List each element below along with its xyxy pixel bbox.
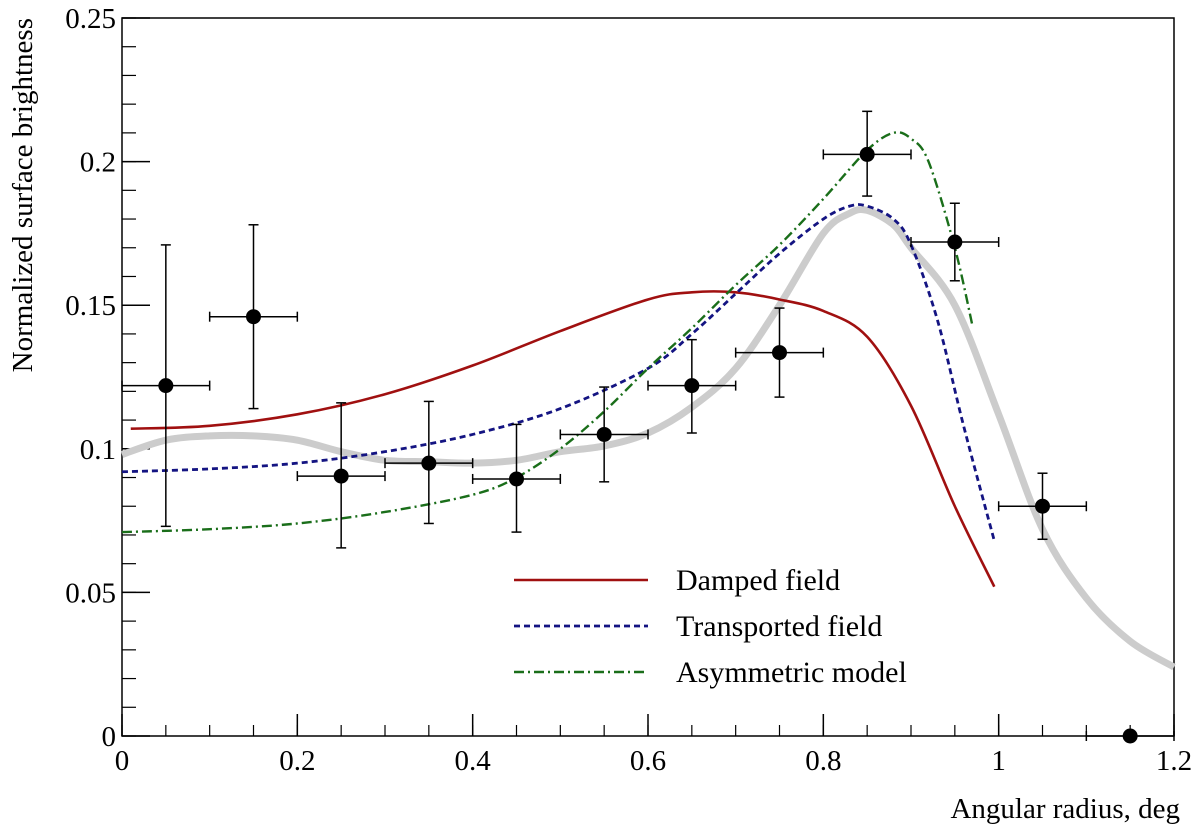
series-line-reference-profile bbox=[120, 205, 1176, 671]
data-point bbox=[997, 472, 1088, 541]
y-tick-label: 0.05 bbox=[65, 577, 116, 609]
x-tick-label: 0.2 bbox=[279, 745, 315, 777]
x-tick-label: 0.6 bbox=[630, 745, 666, 777]
data-point bbox=[822, 110, 912, 197]
plot-frame bbox=[121, 17, 1175, 737]
y-tick-label: 0 bbox=[102, 721, 117, 753]
series-line-asymmetric-model bbox=[121, 131, 974, 534]
data-marker bbox=[684, 378, 700, 394]
x-tick-label: 0.8 bbox=[805, 745, 841, 777]
series-line-damped-field bbox=[130, 290, 996, 588]
data-point bbox=[559, 386, 649, 483]
legend-label-transported-field: Transported field bbox=[676, 610, 882, 643]
data-marker bbox=[333, 468, 349, 484]
x-tick-label: 0 bbox=[115, 745, 130, 777]
y-axis-label: Normalized surface brightness bbox=[7, 18, 39, 372]
series-line-transported-field bbox=[121, 203, 996, 542]
data-point bbox=[296, 402, 386, 549]
data-marker bbox=[421, 455, 437, 471]
y-tick-label: 0.25 bbox=[65, 3, 116, 35]
data-point bbox=[910, 202, 1000, 282]
data-points bbox=[121, 110, 1175, 744]
data-marker bbox=[509, 471, 524, 487]
y-tick-label: 0.2 bbox=[80, 147, 116, 179]
data-marker bbox=[596, 426, 612, 442]
x-tick-label: 1 bbox=[991, 745, 1006, 777]
data-point bbox=[471, 423, 562, 533]
data-marker bbox=[246, 309, 261, 325]
data-point bbox=[647, 338, 737, 434]
data-marker bbox=[859, 146, 875, 162]
legend-label-damped-field: Damped field bbox=[676, 564, 840, 597]
data-marker bbox=[158, 378, 174, 394]
data-point bbox=[384, 400, 474, 525]
data-point bbox=[208, 224, 299, 410]
data-point bbox=[734, 307, 825, 398]
legend: Damped field Transported field Asymmetric … bbox=[514, 564, 907, 689]
x-axis-label: Angular radius, deg bbox=[950, 793, 1180, 825]
data-marker bbox=[947, 234, 963, 250]
series-layer bbox=[120, 131, 1176, 671]
x-tick-label: 0.4 bbox=[455, 745, 492, 777]
data-marker bbox=[1122, 728, 1138, 744]
data-point bbox=[1085, 728, 1175, 744]
legend-label-asymmetric-model: Asymmetric model bbox=[676, 656, 907, 689]
data-point bbox=[121, 244, 211, 528]
data-marker bbox=[1035, 498, 1050, 514]
axes: 0 0.2 0.4 0.6 0.8 1 1.2 0 0.05 0.1 0.15 0.2 0.25 bbox=[65, 3, 1192, 777]
x-tick-label: 1.2 bbox=[1156, 745, 1192, 777]
y-tick-label: 0.15 bbox=[65, 290, 116, 322]
y-tick-label: 0.1 bbox=[80, 434, 116, 466]
data-marker bbox=[772, 345, 787, 361]
